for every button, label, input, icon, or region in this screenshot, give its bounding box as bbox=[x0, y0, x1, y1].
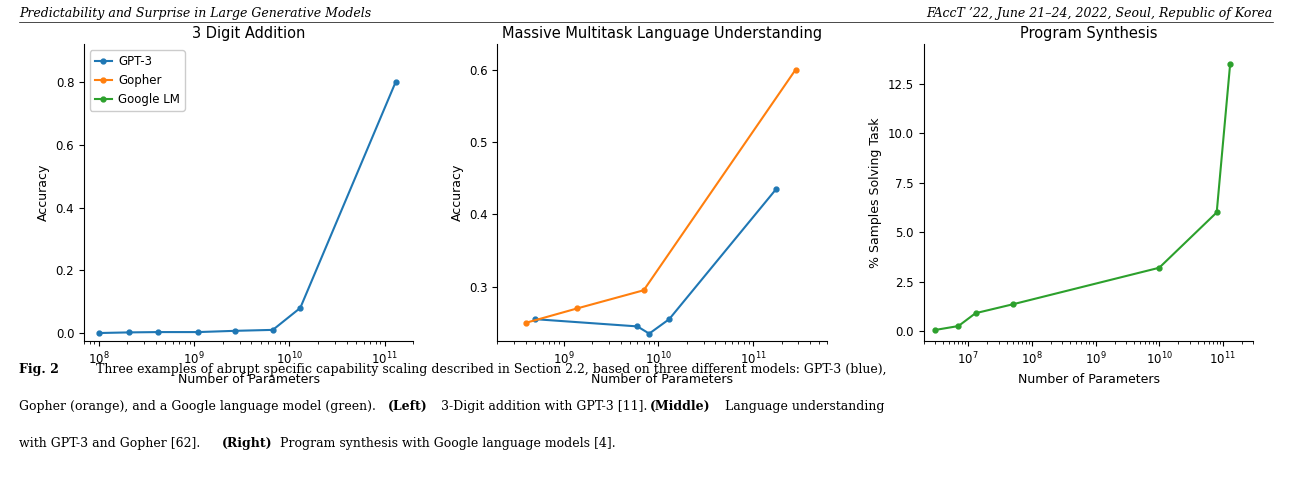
Text: (Left): (Left) bbox=[388, 400, 428, 413]
Text: Language understanding: Language understanding bbox=[721, 400, 885, 413]
Text: Gopher (orange), and a Google language model (green).: Gopher (orange), and a Google language m… bbox=[19, 400, 380, 413]
Y-axis label: Accuracy: Accuracy bbox=[37, 164, 50, 221]
GPT-3 bbox=[292, 305, 307, 311]
Text: (Right): (Right) bbox=[222, 437, 273, 450]
Text: Fig. 2: Fig. 2 bbox=[19, 363, 59, 376]
GPT-3 bbox=[265, 327, 280, 333]
GPT-3 bbox=[190, 329, 205, 335]
Text: Predictability and Surprise in Large Generative Models: Predictability and Surprise in Large Gen… bbox=[19, 7, 372, 20]
GPT-3 bbox=[150, 329, 165, 335]
Title: 3 Digit Addition: 3 Digit Addition bbox=[193, 26, 305, 41]
Line: GPT-3: GPT-3 bbox=[97, 80, 398, 335]
Text: FAccT ’22, June 21–24, 2022, Seoul, Republic of Korea: FAccT ’22, June 21–24, 2022, Seoul, Repu… bbox=[926, 7, 1273, 20]
GPT-3 bbox=[227, 328, 243, 334]
Text: with GPT-3 and Gopher [62].: with GPT-3 and Gopher [62]. bbox=[19, 437, 204, 450]
Text: Three examples of abrupt specific capability scaling described in Section 2.2, b: Three examples of abrupt specific capabi… bbox=[84, 363, 886, 376]
Title: Massive Multitask Language Understanding: Massive Multitask Language Understanding bbox=[503, 26, 822, 41]
Text: Program synthesis with Google language models [4].: Program synthesis with Google language m… bbox=[276, 437, 616, 450]
GPT-3 bbox=[121, 329, 137, 335]
Y-axis label: Accuracy: Accuracy bbox=[451, 164, 464, 221]
GPT-3 bbox=[90, 330, 106, 336]
Text: 3-Digit addition with GPT-3 [11].: 3-Digit addition with GPT-3 [11]. bbox=[437, 400, 651, 413]
X-axis label: Number of Parameters: Number of Parameters bbox=[1018, 373, 1159, 386]
Y-axis label: % Samples Solving Task: % Samples Solving Task bbox=[870, 118, 882, 268]
Legend: GPT-3, Gopher, Google LM: GPT-3, Gopher, Google LM bbox=[90, 50, 185, 111]
GPT-3 bbox=[388, 79, 403, 85]
X-axis label: Number of Parameters: Number of Parameters bbox=[592, 373, 733, 386]
Title: Program Synthesis: Program Synthesis bbox=[1019, 26, 1158, 41]
X-axis label: Number of Parameters: Number of Parameters bbox=[178, 373, 319, 386]
Text: (Middle): (Middle) bbox=[650, 400, 711, 413]
